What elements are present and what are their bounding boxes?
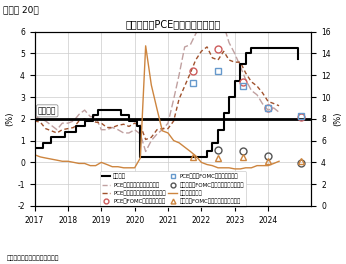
Legend: 政策金利, PCE価格指数（前年同月比）, PCEコア価格指数（前年同月比）, PCE（FOMC参加者見通し）, PCEコア（FOMC参加者見通し）, 政策金利: 政策金利, PCE価格指数（前年同月比）, PCEコア価格指数（前年同月比）, … [100,172,246,207]
Title: 政策金利、PCE価格指数、失業率: 政策金利、PCE価格指数、失業率 [125,20,221,30]
Y-axis label: (%): (%) [6,112,15,126]
Text: 物価目標: 物価目標 [38,106,56,115]
Y-axis label: (%): (%) [334,112,343,126]
Text: （図表 20）: （図表 20） [3,5,39,14]
Text: （注）政策金利はレンジの上限: （注）政策金利はレンジの上限 [7,256,60,261]
